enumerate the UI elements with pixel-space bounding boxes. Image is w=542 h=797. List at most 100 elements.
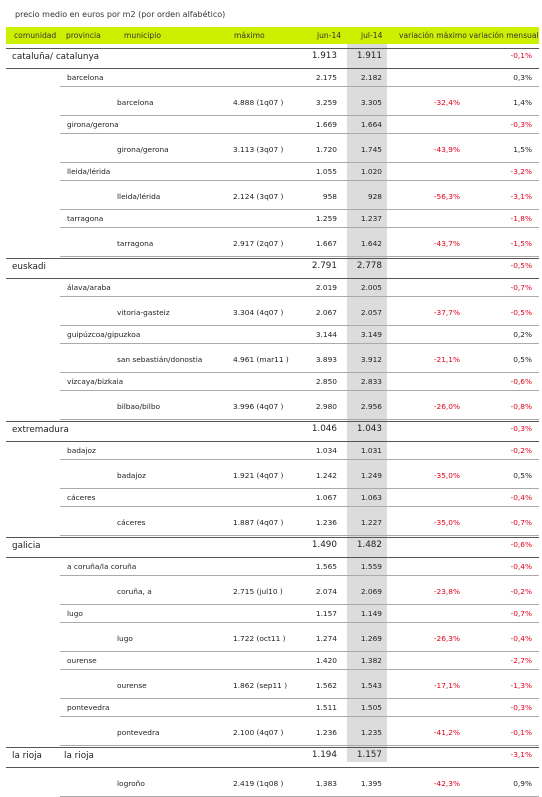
municipality-row: tarragona 2.917 (2q07 ) -43,7% 1.667 1.642 -1… xyxy=(0,228,542,257)
province-row: barcelona 2.175 2.182 0,3% xyxy=(0,69,542,87)
region-row: euskadi 2.791 2.778 -0,5% xyxy=(0,257,542,279)
provincia-label: álava/araba xyxy=(67,283,111,292)
municipality-row: barcelona 4.888 (1q07 ) -32,4% 3.259 3.305 1,… xyxy=(0,87,542,116)
comunidad-label: cataluña/ catalunya xyxy=(12,52,100,62)
municipality-row: vitoria-gasteiz 3.304 (4q07 ) -37,7% 2.067 2… xyxy=(0,297,542,326)
provincia-label: a coruña/la coruña xyxy=(67,562,137,571)
jul-value: 1.642 xyxy=(360,239,382,248)
var-mens-value: -3,1% xyxy=(510,750,532,759)
maximo-value: 2.917 (2q07 ) xyxy=(233,239,284,248)
jun-value: 3.144 xyxy=(315,330,337,339)
jun-value: 1.669 xyxy=(315,120,337,129)
provincia-label: la rioja xyxy=(64,751,94,761)
row-divider xyxy=(60,227,539,228)
var-mens-value: 1,4% xyxy=(513,98,532,107)
row-divider xyxy=(6,258,539,259)
jul-value: 2.956 xyxy=(360,402,382,411)
jun-value: 1.055 xyxy=(315,167,337,176)
jul-value: 1.157 xyxy=(356,750,382,760)
var-mens-value: 0,9% xyxy=(513,779,532,788)
var-max-value: -41,2% xyxy=(433,728,460,737)
jun-value: 3.893 xyxy=(315,355,337,364)
header-comunidad: comunidad xyxy=(14,31,57,40)
province-row: álava/araba 2.019 2.005 -0,7% xyxy=(0,279,542,297)
maximo-value: 1.722 (oct11 ) xyxy=(233,634,286,643)
jul-value: 1.911 xyxy=(356,51,382,61)
jul-value: 1.745 xyxy=(360,145,382,154)
jul-column-shade xyxy=(347,44,387,762)
jul-value: 2.778 xyxy=(356,261,382,271)
row-divider xyxy=(60,604,539,605)
row-divider xyxy=(60,488,539,489)
province-row: guipúzcoa/gipuzkoa 3.144 3.149 0,2% xyxy=(0,326,542,344)
row-divider xyxy=(60,698,539,699)
row-divider xyxy=(60,506,539,507)
row-divider xyxy=(60,372,539,373)
maximo-value: 2.124 (3q07 ) xyxy=(233,192,284,201)
jul-value: 2.069 xyxy=(360,587,382,596)
var-max-value: -35,0% xyxy=(433,471,460,480)
row-divider xyxy=(60,133,539,134)
jul-value: 1.664 xyxy=(360,120,382,129)
row-divider xyxy=(60,651,539,652)
var-mens-value: -0,6% xyxy=(510,540,532,549)
var-max-value: -43,7% xyxy=(433,239,460,248)
table-header: comunidad provincia municipio máximo jun… xyxy=(6,27,539,44)
table-caption: precio medio en euros por m2 (por orden … xyxy=(15,10,226,19)
header-provincia: provincia xyxy=(66,31,101,40)
row-divider xyxy=(6,278,539,279)
row-divider xyxy=(60,419,539,420)
municipio-label: vitoria-gasteiz xyxy=(117,308,170,317)
var-mens-value: 1,5% xyxy=(513,145,532,154)
jun-value: 1.259 xyxy=(315,214,337,223)
jun-value: 958 xyxy=(322,192,337,201)
row-divider xyxy=(6,421,539,422)
var-mens-value: 0,5% xyxy=(513,471,532,480)
jun-value: 2.980 xyxy=(315,402,337,411)
maximo-value: 4.888 (1q07 ) xyxy=(233,98,284,107)
var-mens-value: -0,1% xyxy=(510,51,532,60)
row-divider xyxy=(6,441,539,442)
jun-value: 2.067 xyxy=(315,308,337,317)
municipality-row: cáceres 1.887 (4q07 ) -35,0% 1.236 1.227 -0,7… xyxy=(0,507,542,536)
province-row: lleida/lérida 1.055 1.020 -3,2% xyxy=(0,163,542,181)
jun-value: 1.667 xyxy=(315,239,337,248)
var-mens-value: -1,5% xyxy=(510,239,532,248)
comunidad-label: la rioja xyxy=(12,751,42,761)
row-divider xyxy=(60,343,539,344)
jul-value: 3.305 xyxy=(360,98,382,107)
municipality-row: logroño 2.419 (1q08 ) -42,3% 1.383 1.395 0,9% xyxy=(0,768,542,797)
row-divider xyxy=(60,575,539,576)
row-divider xyxy=(60,716,539,717)
jun-value: 2.175 xyxy=(315,73,337,82)
comunidad-label: galicia xyxy=(12,541,41,551)
province-row: a coruña/la coruña 1.565 1.559 -0,4% xyxy=(0,558,542,576)
jun-value: 2.850 xyxy=(315,377,337,386)
jul-value: 1.149 xyxy=(360,609,382,618)
provincia-label: barcelona xyxy=(67,73,104,82)
var-mens-value: -0,5% xyxy=(510,261,532,270)
maximo-value: 1.862 (sep11 ) xyxy=(233,681,288,690)
var-mens-value: -0,3% xyxy=(510,424,532,433)
var-mens-value: -0,8% xyxy=(510,402,532,411)
municipio-label: logroño xyxy=(117,779,145,788)
var-mens-value: -0,2% xyxy=(510,587,532,596)
jun-value: 1.236 xyxy=(315,518,337,527)
jun-value: 1.565 xyxy=(315,562,337,571)
var-max-value: -37,7% xyxy=(433,308,460,317)
jun-value: 1.274 xyxy=(315,634,337,643)
row-divider xyxy=(6,48,539,49)
municipio-label: ourense xyxy=(117,681,147,690)
var-max-value: -26,3% xyxy=(433,634,460,643)
row-divider xyxy=(60,296,539,297)
var-mens-value: -0,3% xyxy=(510,120,532,129)
jun-value: 1.720 xyxy=(315,145,337,154)
comunidad-label: extremadura xyxy=(12,425,69,435)
maximo-value: 3.304 (4q07 ) xyxy=(233,308,284,317)
row-divider xyxy=(60,209,539,210)
jul-value: 1.235 xyxy=(360,728,382,737)
maximo-value: 1.887 (4q07 ) xyxy=(233,518,284,527)
province-row: tarragona 1.259 1.237 -1,8% xyxy=(0,210,542,228)
var-max-value: -23,8% xyxy=(433,587,460,596)
row-divider xyxy=(6,68,539,69)
